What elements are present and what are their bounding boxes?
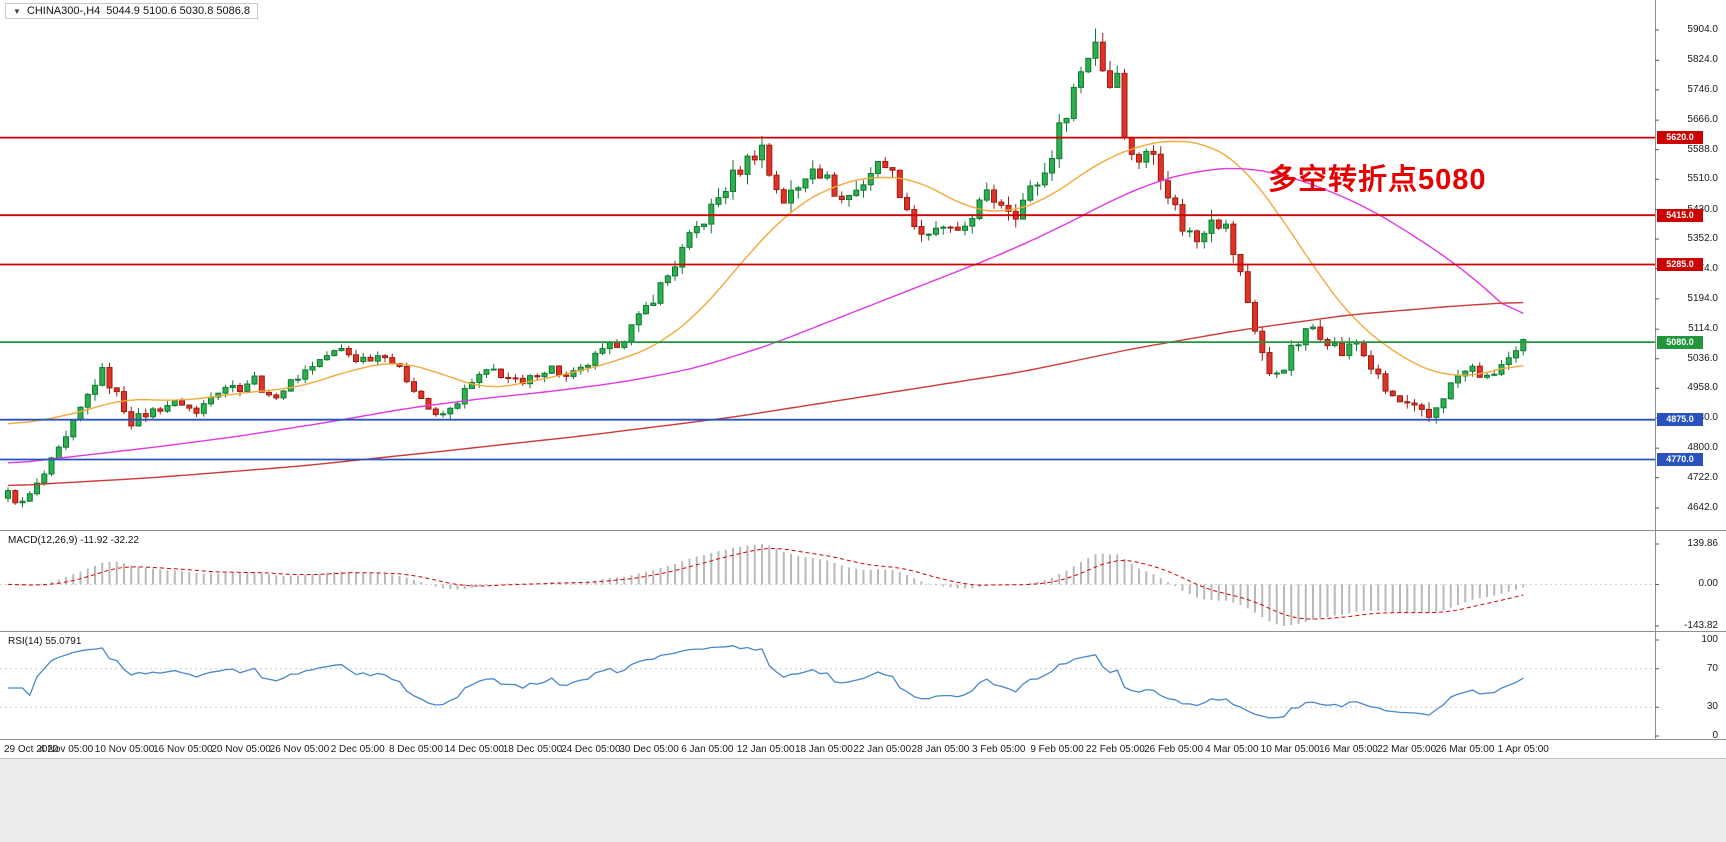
ma-line-fast-orange[interactable] [7,140,1524,425]
macd-indicator-label: MACD(12,26,9) -11.92 -32.22 [8,535,139,546]
ma-line-mid-magenta[interactable] [7,167,1524,464]
symbol-title[interactable]: ▼ CHINA300-,H4 5044.9 5100.6 5030.8 5086… [5,3,259,19]
rsi-indicator-label: RSI(14) 55.0791 [8,636,82,647]
ma-line-slow-red[interactable] [7,301,1524,487]
bottom-panel [0,758,1726,842]
chart-dropdown-icon[interactable]: ▼ [13,6,21,16]
ohlc-values: 5044.9 5100.6 5030.8 5086.8 [106,5,251,17]
macd-signal-line [7,548,1524,620]
rsi-pane[interactable] [0,645,1655,719]
chart-annotation[interactable]: 多空转折点5080 [1268,164,1487,196]
rsi-line [8,645,1524,719]
macd-pane[interactable] [0,544,1655,626]
price-pane[interactable] [0,28,1655,508]
symbol-label: CHINA300-,H4 [26,5,101,17]
